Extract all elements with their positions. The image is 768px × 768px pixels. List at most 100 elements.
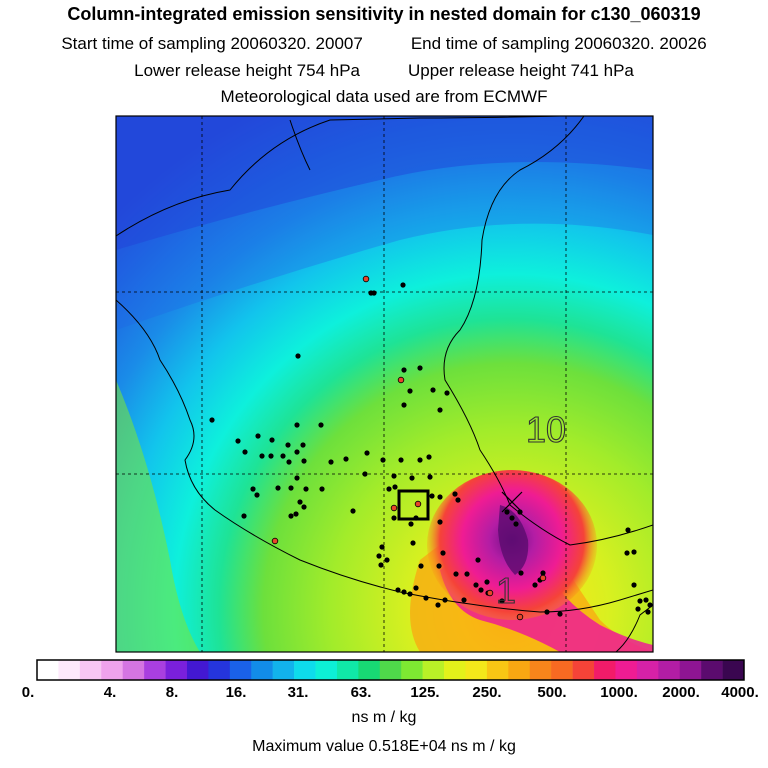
source-point [250, 486, 256, 492]
colorbar-swatch [636, 660, 659, 680]
contour-label-1: 1 [496, 570, 516, 611]
source-point-highlight [486, 589, 494, 597]
source-point [643, 597, 649, 603]
colorbar-swatch [144, 660, 166, 680]
colorbar-frame [36, 659, 745, 681]
colorbar-swatch [37, 660, 59, 680]
source-point [625, 527, 631, 533]
source-point [275, 485, 281, 491]
colorbar-swatch [315, 660, 338, 680]
colorbar-swatch [465, 660, 488, 680]
end-time-label: End time of sampling 20060320. 20026 [410, 34, 707, 53]
source-point [645, 609, 651, 615]
source-point [624, 550, 630, 556]
source-point [637, 598, 643, 604]
colorbar-swatch [122, 660, 145, 680]
source-point [504, 509, 510, 515]
colorbar-swatch [508, 660, 531, 680]
source-point [241, 513, 247, 519]
colorbar-swatch [722, 660, 745, 680]
source-point [401, 402, 407, 408]
source-point [518, 570, 524, 576]
source-point [391, 473, 397, 479]
source-point [464, 571, 470, 577]
source-point [437, 519, 443, 525]
source-point [430, 387, 436, 393]
release-height-row: Lower release height 754 hPa Upper relea… [0, 61, 768, 81]
source-point [371, 290, 377, 296]
source-point [343, 456, 349, 462]
source-point [295, 353, 301, 359]
colorbar-swatch [594, 660, 616, 680]
coastlines [116, 116, 653, 652]
source-point [285, 442, 291, 448]
source-point [509, 515, 515, 521]
source-point-highlight [516, 613, 524, 621]
colorbar-swatch [401, 660, 423, 680]
source-point [540, 570, 546, 576]
colorbar-tick-label: 500. [537, 684, 567, 701]
start-time-label: Start time of sampling 20060320. 20007 [61, 34, 363, 53]
colorbar-swatch [422, 660, 445, 680]
colorbar-swatch [658, 660, 681, 680]
colorbar-swatch [679, 660, 702, 680]
source-point [410, 540, 416, 546]
units-label: ns m / kg [351, 709, 417, 726]
source-point [378, 562, 384, 568]
contour-label-10: 10 [526, 409, 566, 450]
source-point [442, 597, 448, 603]
source-point-highlight [397, 376, 405, 384]
colorbar-swatch [208, 660, 231, 680]
source-point [364, 450, 370, 456]
colorbar-tick-label: 4. [103, 684, 117, 701]
source-point [391, 515, 397, 521]
source-point [437, 407, 443, 413]
colorbar-tick-label: 63. [350, 684, 372, 701]
source-point [286, 459, 292, 465]
colorbar-swatch [615, 660, 638, 680]
colorbar [36, 659, 745, 681]
source-point [440, 550, 446, 556]
source-point [242, 449, 248, 455]
source-point [300, 442, 306, 448]
source-point [280, 453, 286, 459]
upper-height-label: Upper release height 741 hPa [408, 61, 634, 80]
colorbar-swatch [572, 660, 595, 680]
colorbar-swatch [272, 660, 295, 680]
graticule [116, 116, 653, 652]
sampling-time-row: Start time of sampling 20060320. 20007 E… [0, 34, 768, 54]
source-point [255, 433, 261, 439]
source-point [294, 475, 300, 481]
source-point [418, 563, 424, 569]
colorbar-tick-label: 16. [225, 684, 247, 701]
source-point-highlight [271, 537, 279, 545]
source-point [384, 557, 390, 563]
colorbar-swatch [444, 660, 466, 680]
source-point [392, 484, 398, 490]
source-point [209, 417, 215, 423]
lower-height-label: Lower release height 754 hPa [134, 61, 360, 80]
source-point [319, 486, 325, 492]
source-point [328, 459, 334, 465]
colorbar-swatch [251, 660, 273, 680]
source-point [417, 365, 423, 371]
source-point [293, 511, 299, 517]
colorbar-swatch [701, 660, 723, 680]
colorbar-swatch [165, 660, 188, 680]
colorbar-swatch [294, 660, 316, 680]
colorbar-tick-label: 250. [472, 684, 502, 701]
source-point [461, 597, 467, 603]
source-point [269, 437, 275, 443]
colorbar-swatch [358, 660, 381, 680]
colorbar-swatch [336, 660, 359, 680]
source-point [362, 471, 368, 477]
source-points [209, 275, 653, 621]
source-point [417, 457, 423, 463]
source-point-highlight [539, 574, 547, 582]
source-point [484, 579, 490, 585]
colorbar-swatch [186, 660, 209, 680]
source-point [513, 521, 519, 527]
source-point [407, 388, 413, 394]
source-point-highlight [390, 504, 398, 512]
source-point [288, 513, 294, 519]
